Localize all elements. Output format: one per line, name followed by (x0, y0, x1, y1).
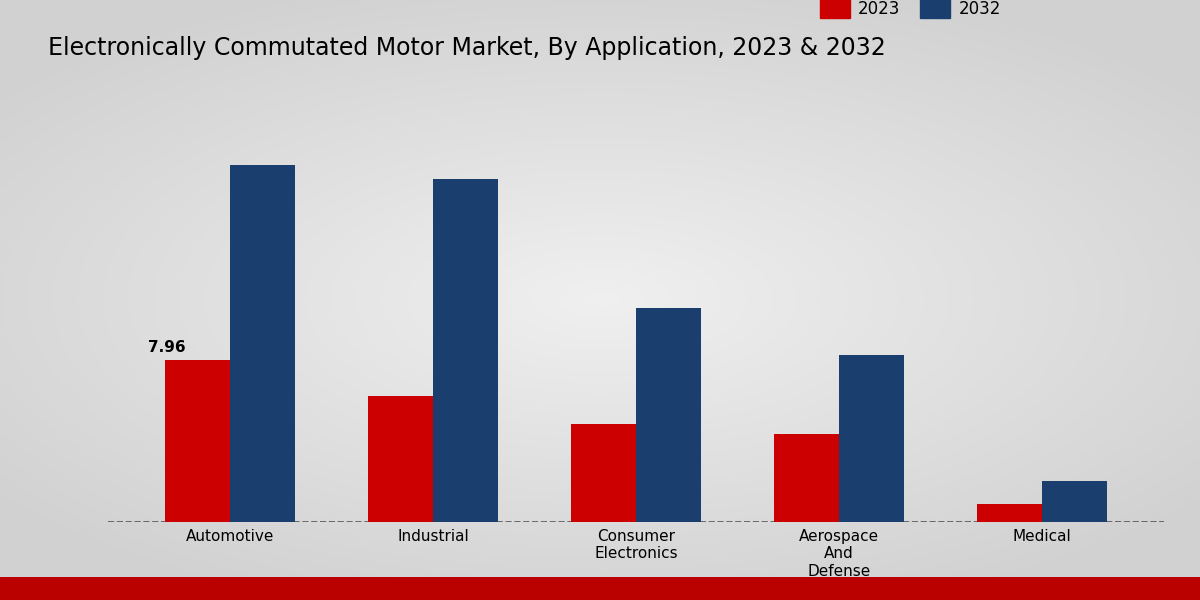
Bar (977, 503, 1042, 522)
Bar (636, 308, 701, 522)
Legend: 2023, 2032: 2023, 2032 (814, 0, 1008, 25)
Bar (164, 359, 230, 522)
Text: Electronically Commutated Motor Market, By Application, 2023 & 2032: Electronically Commutated Motor Market, … (48, 36, 886, 60)
Bar (433, 179, 498, 522)
Bar (1042, 481, 1108, 522)
Bar (839, 355, 904, 522)
Text: 7.96: 7.96 (148, 340, 186, 355)
Bar (774, 434, 839, 522)
Bar (571, 424, 636, 522)
Bar (368, 395, 433, 522)
Bar (230, 165, 295, 522)
